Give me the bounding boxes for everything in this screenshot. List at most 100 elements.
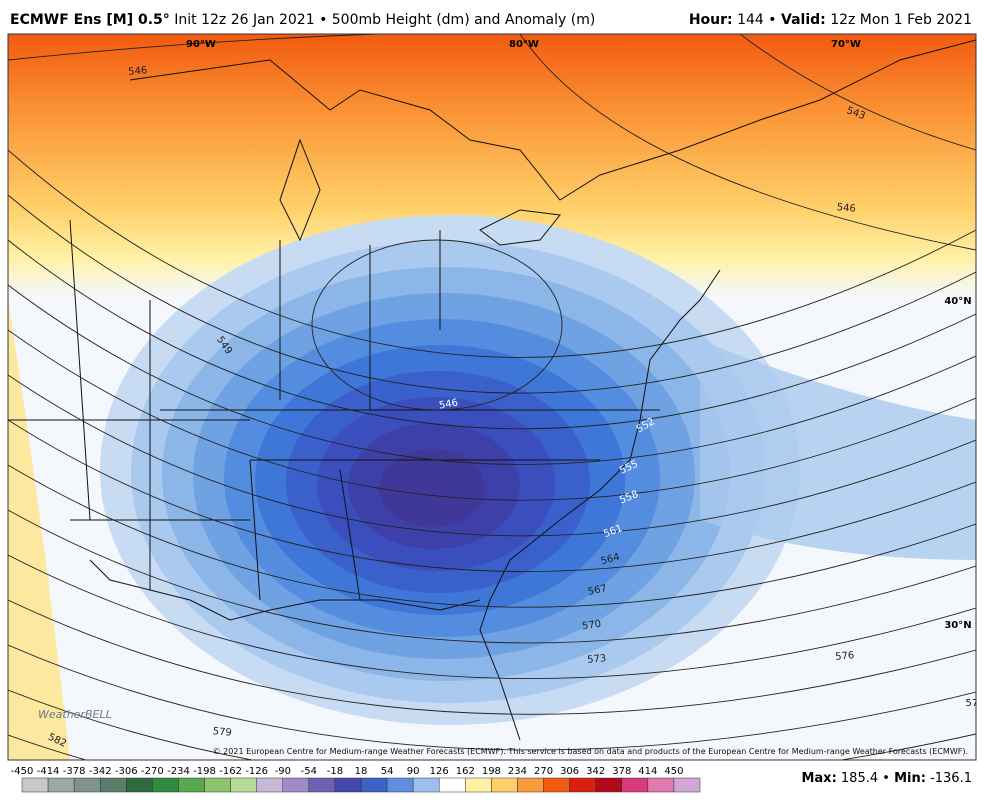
lon-label: 90°W	[186, 39, 216, 50]
colorbar-swatch	[621, 777, 649, 793]
lon-label: 70°W	[831, 39, 861, 50]
contour-label: 576	[835, 650, 855, 663]
colorbar-swatch	[204, 777, 231, 793]
colorbar-swatch	[308, 777, 336, 793]
colorbar-label: -306	[115, 766, 138, 777]
contour	[8, 464, 976, 608]
lat-label: 30°N	[944, 620, 971, 631]
contour-label: 546	[128, 65, 148, 78]
contour	[8, 239, 976, 430]
lon-label: 80°W	[509, 39, 539, 50]
contour-label: 564	[600, 552, 621, 568]
min-label: Min:	[894, 771, 926, 786]
colorbar-swatch	[47, 777, 75, 793]
colorbar-label: -54	[301, 766, 317, 777]
colorbar-swatch	[465, 777, 492, 793]
colorbar-swatch	[21, 777, 49, 793]
colorbar-swatch	[256, 777, 284, 793]
separator: •	[882, 771, 890, 786]
contour-label: 546	[836, 202, 856, 215]
colorbar-label: -270	[141, 766, 164, 777]
map-frame	[7, 33, 977, 761]
separator: •	[768, 12, 777, 28]
colorbar-label: 342	[586, 766, 605, 777]
colorbar-swatch	[230, 777, 257, 793]
anomaly	[100, 215, 976, 725]
contour	[311, 239, 563, 411]
model: ECMWF Ens [M] 0.5°	[10, 12, 170, 28]
contour	[8, 419, 976, 572]
contour	[8, 554, 976, 680]
logo: WeatherBELL	[38, 708, 112, 721]
contour-label: 579	[212, 726, 232, 739]
contour	[8, 329, 976, 501]
west-warm	[8, 300, 70, 760]
colorbar-label: 54	[381, 766, 394, 777]
colorbar-swatch	[386, 777, 414, 793]
colorbar-label: -18	[327, 766, 343, 777]
colorbar-label: -198	[193, 766, 216, 777]
colorbar-label: -234	[167, 766, 190, 777]
colorbar-label: -342	[89, 766, 112, 777]
colorbar-label: 378	[612, 766, 631, 777]
contour	[8, 374, 976, 537]
colorbar-swatch	[152, 777, 179, 793]
valid-label: Valid:	[781, 12, 826, 28]
colorbar-label: 270	[534, 766, 553, 777]
colorbar-swatch	[73, 777, 101, 793]
colorbar-label: 198	[482, 766, 501, 777]
contour	[8, 34, 381, 61]
contour-label: 567	[587, 583, 608, 598]
init: Init 12z 26 Jan 2021 • 500mb Height (dm)…	[174, 12, 596, 28]
lat-label: 40°N	[944, 296, 971, 307]
colorbar-label: 18	[355, 766, 368, 777]
colorbar-label: -162	[219, 766, 242, 777]
colorbar-swatch	[595, 777, 623, 793]
contour	[739, 34, 976, 151]
valid: 12z Mon 1 Feb 2021	[830, 12, 972, 28]
contour-label: 546	[438, 397, 459, 411]
anomaly-tail	[700, 340, 976, 560]
max-label: Max:	[801, 771, 837, 786]
contour	[8, 644, 976, 751]
copyright: © 2021 European Centre for Medium-range …	[213, 747, 968, 756]
colorbar-label: -414	[37, 766, 60, 777]
colorbar-swatch	[543, 777, 570, 793]
contour-label: 579	[965, 698, 984, 709]
colorbar-label: 126	[430, 766, 449, 777]
contour-label: 573	[587, 653, 607, 666]
colorbar-swatch	[673, 777, 701, 793]
valid-time: Hour: 144 • Valid: 12z Mon 1 Feb 2021	[689, 12, 972, 28]
max: 185.4	[840, 771, 879, 786]
colorbar-swatch	[517, 777, 544, 793]
colorbar-label: 234	[508, 766, 527, 777]
min: -136.1	[930, 771, 972, 786]
colorbar-swatch	[126, 777, 153, 793]
contour	[8, 194, 976, 394]
colorbar-label: 90	[407, 766, 420, 777]
colorbar-swatch	[569, 777, 596, 793]
colorbar: -450 -414 -378 -342 -306 -270 -234 -198 -162 -126…	[11, 766, 701, 793]
contour	[8, 509, 976, 644]
contour-label: 570	[581, 619, 601, 633]
colorbar-swatch	[178, 777, 205, 793]
colorbar-swatch	[438, 777, 466, 793]
contour	[8, 689, 976, 760]
colorbar-swatch	[647, 777, 675, 793]
colorbar-label: 306	[560, 766, 579, 777]
colorbar-label: -90	[275, 766, 291, 777]
colorbar-swatch	[282, 777, 310, 793]
colorbar-label: 450	[664, 766, 683, 777]
contour	[8, 284, 976, 465]
stats: Max: 185.4 • Min: -136.1	[801, 771, 972, 786]
title: ECMWF Ens [M] 0.5° Init 12z 26 Jan 2021 …	[10, 12, 595, 28]
colorbar-swatch	[334, 777, 362, 793]
colorbar-label: 162	[456, 766, 475, 777]
hour: 144	[737, 12, 764, 28]
colorbar-swatch	[412, 777, 440, 793]
contour	[8, 599, 976, 715]
colorbar-swatch	[99, 777, 127, 793]
coastlines	[8, 39, 976, 741]
